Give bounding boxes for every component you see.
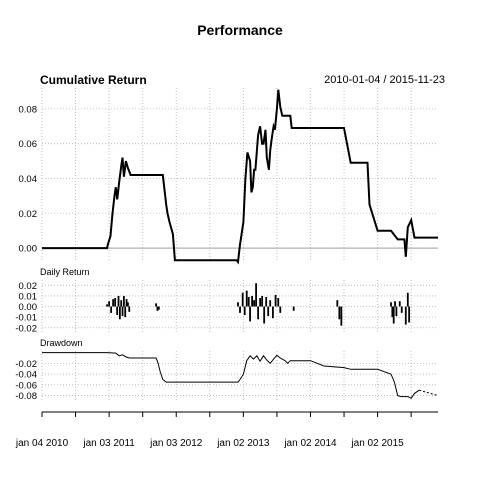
daily-return-bar	[263, 306, 266, 324]
x-tick-label: jan 03 2012	[149, 438, 203, 449]
daily-return-bar	[118, 306, 121, 320]
drawdown-line	[42, 352, 420, 399]
daily-y-tick-label: -0.01	[15, 313, 37, 324]
x-tick-label: jan 02 2014	[283, 438, 337, 449]
x-tick-label: jan 02 2013	[216, 438, 270, 449]
daily-return-bar	[237, 302, 239, 307]
daily-y-tick-label: 0.00	[19, 302, 38, 313]
daily-return-bar	[122, 295, 125, 307]
daily-return-bar	[110, 306, 113, 313]
daily-return-bar	[245, 290, 248, 307]
daily-return-bar	[277, 298, 280, 307]
daily-return-bar	[394, 301, 396, 307]
x-tick-label: jan 02 2015	[350, 438, 404, 449]
daily-return-bar	[404, 306, 407, 325]
daily-return-bar	[271, 306, 274, 319]
daily-return-bar	[338, 306, 341, 320]
daily-return-bar	[157, 306, 160, 310]
drawdown-y-tick-label: -0.08	[15, 391, 37, 402]
daily-return-bar	[124, 306, 127, 318]
daily-return-bar	[259, 298, 262, 307]
drawdown-y-tick-label: -0.02	[15, 359, 37, 370]
daily-return-bar	[253, 300, 255, 307]
daily-return-bar	[269, 300, 272, 307]
daily-return-bar	[106, 304, 109, 307]
daily-return-bar	[128, 306, 131, 312]
daily-return-bar	[390, 302, 392, 307]
daily-return-bar	[255, 283, 258, 307]
cumulative-y-tick-label: 0.00	[19, 244, 38, 255]
daily-return-bar	[155, 303, 158, 307]
daily-return-bar	[108, 301, 111, 307]
daily-return-bar	[247, 296, 250, 307]
daily-return-bar	[392, 306, 395, 324]
daily-return-bar	[395, 306, 398, 317]
daily-return-bar	[243, 306, 246, 316]
x-tick-label: jan 03 2011	[82, 438, 135, 449]
daily-return-bar	[112, 299, 115, 307]
daily-return-bar	[114, 298, 117, 307]
daily-return-bar	[120, 300, 123, 307]
cumulative-y-tick-label: 0.02	[19, 209, 38, 220]
daily-return-bar	[117, 295, 120, 307]
daily-return-bar	[279, 306, 282, 313]
daily-return-bar	[408, 306, 411, 323]
daily-return-bar	[406, 292, 409, 307]
daily-return-bar	[127, 302, 129, 307]
daily-y-tick-label: 0.02	[19, 281, 38, 292]
cumulative-y-tick-label: 0.04	[19, 174, 38, 185]
daily-return-bar	[292, 306, 295, 311]
daily-return-bar	[265, 296, 268, 307]
daily-return-bar	[241, 292, 244, 307]
daily-y-tick-label: -0.02	[15, 323, 37, 334]
daily-return-bar	[398, 301, 401, 307]
daily-return-bar	[261, 295, 264, 307]
daily-return-bar	[239, 306, 241, 313]
drawdown-title: Drawdown	[40, 338, 83, 348]
daily-return-bar	[121, 306, 124, 317]
cumulative-y-tick-label: 0.08	[19, 104, 38, 115]
daily-return-bar	[391, 306, 394, 318]
x-tick-label: jan 04 2010	[15, 438, 69, 449]
daily-return-bar	[249, 306, 251, 322]
daily-return-bar	[125, 299, 128, 307]
daily-return-bar	[257, 306, 260, 320]
cumulative-y-tick-label: 0.06	[19, 139, 38, 150]
drawdown-y-tick-label: -0.06	[15, 380, 37, 391]
date-range-label: 2010-01-04 / 2015-11-23	[324, 74, 445, 86]
cumulative-return-title: Cumulative Return	[40, 73, 147, 87]
drawdown-line-tail	[419, 389, 439, 397]
daily-return-bar	[267, 306, 270, 317]
daily-y-tick-label: 0.01	[19, 291, 38, 302]
daily-return-bar	[156, 306, 159, 311]
daily-return-bar	[400, 306, 403, 313]
daily-return-bar	[336, 300, 339, 307]
chart-title: Performance	[197, 22, 283, 38]
daily-return-bar	[340, 306, 343, 326]
drawdown-y-tick-label: -0.04	[15, 370, 37, 381]
daily-return-title: Daily Return	[40, 267, 90, 277]
daily-return-bar	[116, 306, 119, 316]
daily-return-bar	[251, 295, 253, 307]
daily-return-bar	[274, 294, 277, 307]
cumulative-return-line	[42, 89, 438, 265]
